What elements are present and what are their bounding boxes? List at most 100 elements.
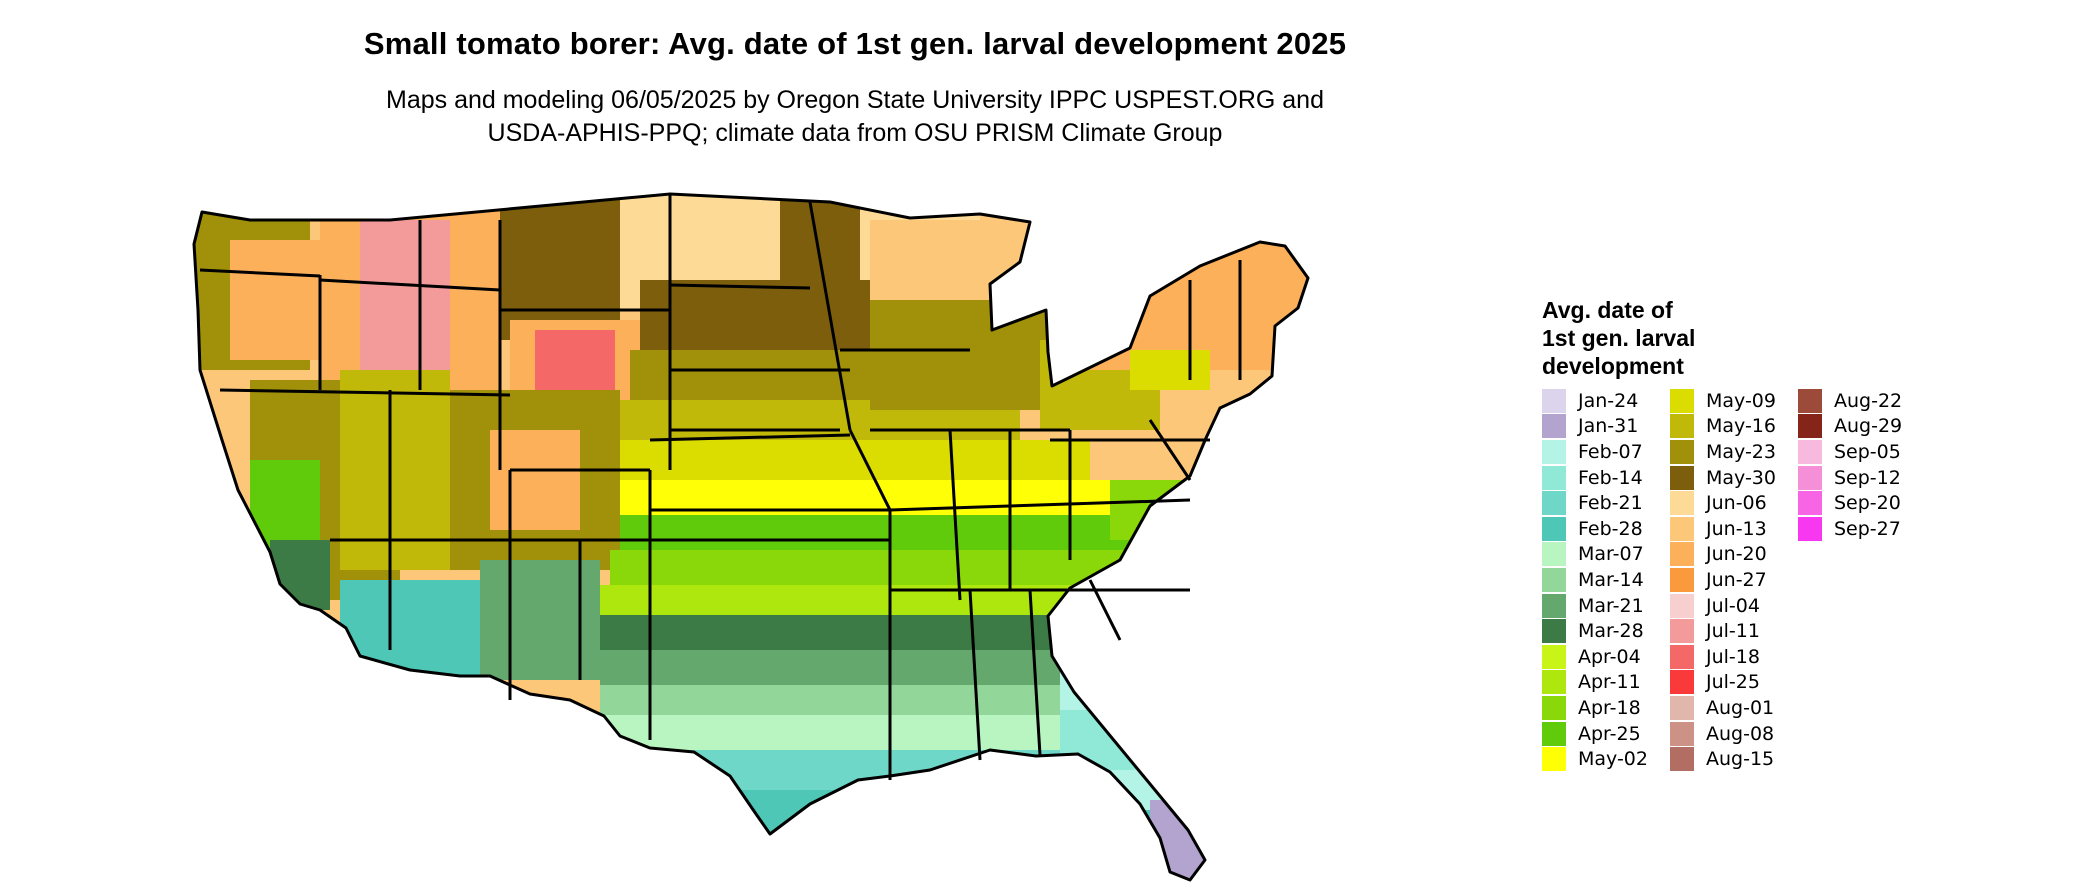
legend-swatch bbox=[1542, 388, 1566, 413]
legend-label: Mar-28 bbox=[1578, 620, 1644, 643]
legend-swatch bbox=[1670, 414, 1694, 439]
legend-label: May-23 bbox=[1706, 440, 1776, 463]
legend-swatch bbox=[1670, 619, 1694, 644]
legend-item: Apr-18 bbox=[1542, 695, 1648, 721]
legend-item: May-02 bbox=[1542, 746, 1648, 772]
legend-label: Jul-04 bbox=[1706, 594, 1760, 617]
legend-swatch bbox=[1670, 644, 1694, 669]
us-map-graphic bbox=[192, 192, 1310, 882]
legend-swatch bbox=[1542, 747, 1566, 772]
legend-label: May-09 bbox=[1706, 389, 1776, 412]
legend-item: Aug-15 bbox=[1670, 746, 1776, 772]
legend-label: May-30 bbox=[1706, 466, 1776, 489]
legend-label: Jun-06 bbox=[1706, 492, 1767, 515]
legend-swatch bbox=[1798, 465, 1822, 490]
legend-label: Jan-31 bbox=[1578, 415, 1639, 438]
legend-item: Feb-28 bbox=[1542, 516, 1648, 542]
map-subtitle: Maps and modeling 06/05/2025 by Oregon S… bbox=[0, 84, 1710, 150]
legend-item: Feb-07 bbox=[1542, 439, 1648, 465]
legend-label: Feb-14 bbox=[1578, 466, 1643, 489]
legend-swatch bbox=[1798, 439, 1822, 464]
legend-item: Sep-05 bbox=[1798, 439, 1902, 465]
legend-item: May-23 bbox=[1670, 439, 1776, 465]
legend-swatch bbox=[1670, 491, 1694, 516]
legend-label: Jun-13 bbox=[1706, 517, 1767, 540]
legend-item: Apr-25 bbox=[1542, 721, 1648, 747]
legend-label: May-16 bbox=[1706, 415, 1776, 438]
legend-item: Feb-14 bbox=[1542, 465, 1648, 491]
legend-swatch bbox=[1542, 721, 1566, 746]
legend-item: Aug-01 bbox=[1670, 695, 1776, 721]
legend-label: Mar-14 bbox=[1578, 568, 1644, 591]
legend-swatch bbox=[1670, 721, 1694, 746]
us-map bbox=[190, 180, 1530, 890]
legend-item: Mar-14 bbox=[1542, 567, 1648, 593]
legend-label: Sep-12 bbox=[1834, 466, 1901, 489]
legend-swatch bbox=[1670, 567, 1694, 592]
legend-label: Apr-25 bbox=[1578, 722, 1641, 745]
legend-column-3: Aug-22 Aug-29 Sep-05 Sep-12 Sep-20 Sep-2… bbox=[1798, 388, 1902, 542]
legend-label: Sep-05 bbox=[1834, 440, 1901, 463]
legend-swatch bbox=[1670, 747, 1694, 772]
legend-item: Sep-27 bbox=[1798, 516, 1902, 542]
legend-swatch bbox=[1798, 491, 1822, 516]
legend-label: Feb-07 bbox=[1578, 440, 1643, 463]
legend-swatch bbox=[1542, 542, 1566, 567]
legend-item: Apr-04 bbox=[1542, 644, 1648, 670]
legend-label: Apr-18 bbox=[1578, 696, 1641, 719]
legend-column-2: May-09 May-16 May-23 May-30 Jun-06 Jun-1… bbox=[1670, 388, 1776, 772]
legend-swatch bbox=[1542, 439, 1566, 464]
legend-item: Aug-29 bbox=[1798, 414, 1902, 440]
legend-swatch bbox=[1670, 465, 1694, 490]
legend-item: Sep-20 bbox=[1798, 490, 1902, 516]
legend-item: Jul-25 bbox=[1670, 670, 1776, 696]
legend-item: Mar-07 bbox=[1542, 542, 1648, 568]
legend-label: Sep-27 bbox=[1834, 517, 1901, 540]
legend-swatch bbox=[1542, 670, 1566, 695]
legend-item: Jun-06 bbox=[1670, 490, 1776, 516]
legend-item: May-09 bbox=[1670, 388, 1776, 414]
legend-item: Aug-08 bbox=[1670, 721, 1776, 747]
legend-label: Jun-27 bbox=[1706, 568, 1767, 591]
legend-swatch bbox=[1798, 388, 1822, 413]
subtitle-line-2: USDA-APHIS-PPQ; climate data from OSU PR… bbox=[487, 119, 1223, 147]
legend-item: Jul-04 bbox=[1670, 593, 1776, 619]
legend-swatch bbox=[1670, 542, 1694, 567]
legend-item: Apr-11 bbox=[1542, 670, 1648, 696]
legend-label: Feb-21 bbox=[1578, 492, 1643, 515]
legend-swatch bbox=[1542, 465, 1566, 490]
legend-item: Jun-27 bbox=[1670, 567, 1776, 593]
legend-label: Mar-07 bbox=[1578, 543, 1644, 566]
legend-item: Jun-13 bbox=[1670, 516, 1776, 542]
legend-label: Jul-11 bbox=[1706, 620, 1760, 643]
legend-swatch bbox=[1670, 695, 1694, 720]
legend-item: Sep-12 bbox=[1798, 465, 1902, 491]
legend-label: Jun-20 bbox=[1706, 543, 1767, 566]
legend-item: May-30 bbox=[1670, 465, 1776, 491]
legend-item: May-16 bbox=[1670, 414, 1776, 440]
legend-label: Jan-24 bbox=[1578, 389, 1639, 412]
legend-label: Mar-21 bbox=[1578, 594, 1644, 617]
legend-swatch bbox=[1798, 516, 1822, 541]
legend-swatch bbox=[1542, 567, 1566, 592]
legend-swatch bbox=[1670, 516, 1694, 541]
legend-label: Jul-25 bbox=[1706, 671, 1760, 694]
legend-title-line-1: Avg. date of bbox=[1542, 297, 1673, 323]
legend-swatch bbox=[1542, 516, 1566, 541]
legend-title: Avg. date of 1st gen. larval development bbox=[1542, 296, 1802, 380]
legend-label: Aug-15 bbox=[1706, 748, 1775, 771]
state-borders bbox=[192, 192, 1310, 882]
legend-label: Sep-20 bbox=[1834, 492, 1901, 515]
legend-column-1: Jan-24 Jan-31 Feb-07 Feb-14 Feb-21 Feb-2… bbox=[1542, 388, 1648, 772]
legend-item: Jul-11 bbox=[1670, 618, 1776, 644]
legend-swatch bbox=[1670, 439, 1694, 464]
legend-title-line-2: 1st gen. larval bbox=[1542, 325, 1696, 351]
subtitle-line-1: Maps and modeling 06/05/2025 by Oregon S… bbox=[386, 86, 1324, 114]
legend-item: Aug-22 bbox=[1798, 388, 1902, 414]
legend-swatch bbox=[1798, 414, 1822, 439]
legend-swatch bbox=[1670, 593, 1694, 618]
legend-item: Mar-28 bbox=[1542, 618, 1648, 644]
legend-swatch bbox=[1542, 491, 1566, 516]
legend-item: Jan-24 bbox=[1542, 388, 1648, 414]
legend-item: Jun-20 bbox=[1670, 542, 1776, 568]
